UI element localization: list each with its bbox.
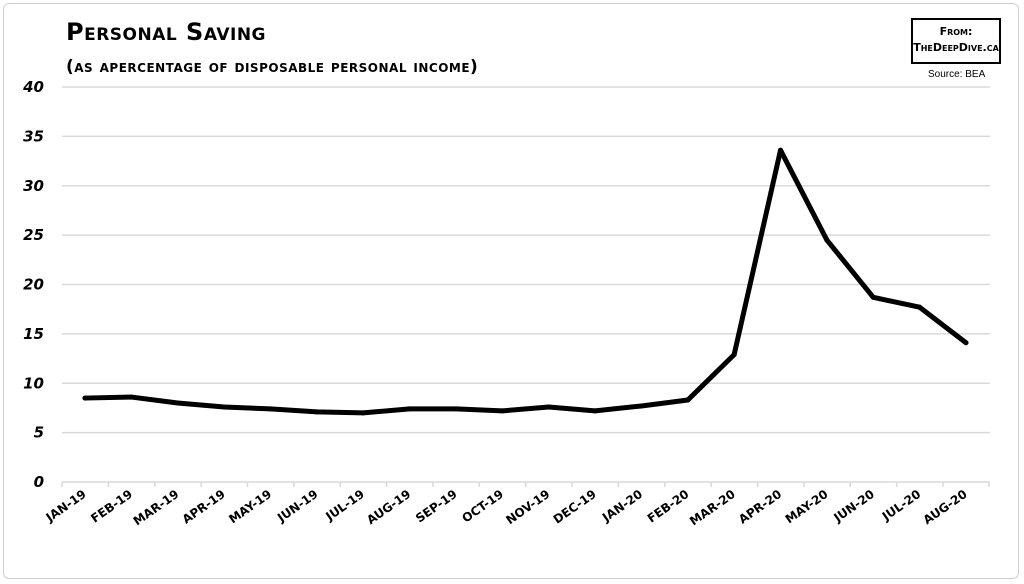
data-point (824, 237, 830, 243)
x-tick-label: APR-20 (736, 487, 784, 527)
data-point (638, 403, 644, 409)
y-tick-label: 40 (22, 78, 44, 96)
x-tick-label: FEB-19 (88, 487, 135, 526)
data-point (82, 395, 88, 401)
source-note: Source: BEA (928, 69, 986, 80)
data-point (314, 409, 320, 415)
data-point (453, 406, 459, 412)
data-point (592, 408, 598, 414)
x-tick-label: FEB-20 (645, 487, 692, 526)
data-point (963, 340, 969, 346)
chart-title: Personal Saving (66, 18, 267, 46)
y-axis-ticks: 0 5 10 15 20 25 30 35 40 (22, 78, 44, 491)
series-layer (82, 147, 969, 416)
x-tick-label: JAN-20 (599, 487, 645, 525)
y-tick-label: 0 (34, 473, 44, 491)
series-line (82, 147, 969, 416)
x-tick-label: JUL-19 (322, 487, 367, 524)
x-tick-label: JUN-19 (274, 487, 320, 525)
x-tick-label: JUL-20 (879, 487, 924, 524)
data-point (407, 406, 413, 412)
data-point (917, 304, 923, 310)
data-point (685, 397, 691, 403)
x-tick-label: APR-19 (180, 487, 228, 527)
x-tick-label: AUG-20 (921, 487, 970, 527)
x-tick-label: AUG-19 (364, 487, 413, 527)
x-tick-label: OCT-19 (459, 487, 506, 525)
badge-from-label: From: (939, 25, 973, 38)
y-tick-label: 35 (23, 127, 44, 145)
y-tick-label: 15 (23, 325, 44, 343)
x-tick-label: NOV-19 (503, 487, 552, 527)
data-point (870, 294, 876, 300)
data-point (175, 400, 181, 406)
x-tick-label: MAR-20 (687, 487, 738, 528)
x-tick-label: JAN-19 (43, 487, 89, 525)
badge-site-label: TheDeepDive.ca (913, 41, 999, 54)
y-tick-label: 20 (23, 276, 44, 294)
data-point (546, 404, 552, 410)
data-point (267, 406, 273, 412)
x-tick-label: SEP-19 (413, 487, 460, 525)
y-tick-label: 5 (34, 424, 44, 442)
x-tick-label: DEC-19 (551, 487, 599, 527)
x-tick-label: MAY-19 (226, 487, 274, 526)
data-point (499, 408, 505, 414)
grid-lines (62, 86, 990, 483)
data-point (360, 410, 366, 416)
data-point (778, 147, 784, 153)
source-badge: From: TheDeepDive.ca (911, 18, 1001, 64)
data-point (731, 352, 737, 358)
chart-subtitle: (as apercentage of disposable personal i… (66, 57, 479, 77)
y-tick-label: 25 (23, 226, 44, 244)
x-tick-label: JUN-20 (831, 487, 877, 525)
data-point (221, 404, 227, 410)
x-tick-label: MAY-20 (783, 487, 831, 526)
x-tick-label: MAR-19 (131, 487, 182, 528)
data-point (128, 394, 134, 400)
y-tick-label: 30 (23, 177, 44, 195)
y-tick-label: 10 (23, 374, 44, 392)
